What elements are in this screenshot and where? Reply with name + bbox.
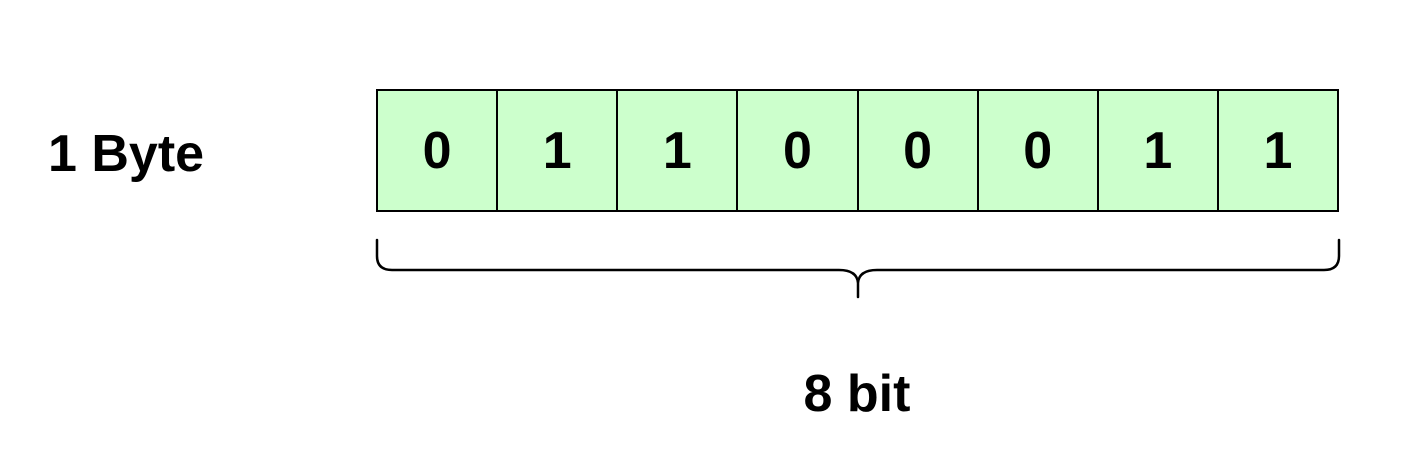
bit-cell: 0 [978, 91, 1099, 210]
curly-brace-path [375, 238, 1341, 299]
curly-brace [375, 238, 1341, 299]
bit-cell: 1 [1098, 91, 1219, 210]
bit-row: 0 1 1 0 0 0 1 1 [376, 89, 1339, 212]
bit-cell: 1 [618, 91, 739, 210]
bit-cell: 0 [738, 91, 859, 210]
bit-cell: 0 [858, 91, 979, 210]
byte-label: 1 Byte [48, 125, 205, 183]
bit-cell: 1 [498, 91, 619, 210]
bit-cell: 0 [378, 91, 499, 210]
bit-cell: 1 [1218, 91, 1337, 210]
bit-count-label: 8 bit [803, 365, 911, 423]
